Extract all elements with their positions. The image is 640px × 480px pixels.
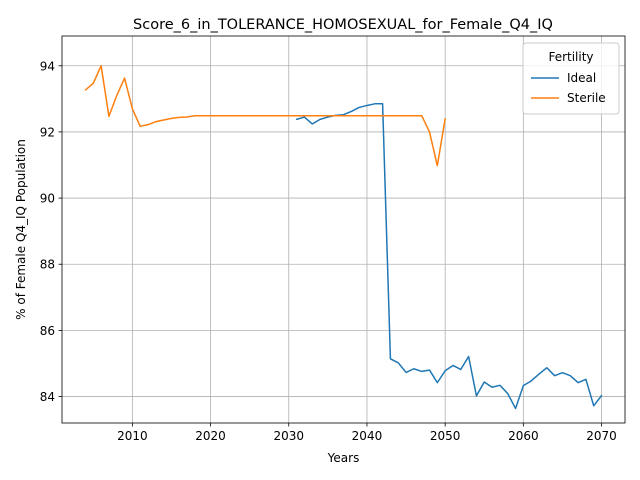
legend-title: Fertility	[548, 50, 593, 64]
series-line-sterile	[84, 65, 446, 167]
series-line-ideal	[295, 103, 603, 410]
x-tick-label: 2010	[117, 429, 148, 443]
y-tick-label: 84	[40, 390, 55, 404]
x-tick-label: 2040	[352, 429, 383, 443]
legend-label-ideal: Ideal	[567, 71, 596, 85]
y-tick-label: 86	[40, 324, 55, 338]
y-tick-label: 94	[40, 59, 55, 73]
y-tick-label: 88	[40, 258, 55, 272]
x-axis-label: Years	[327, 451, 360, 465]
x-tick-label: 2070	[586, 429, 617, 443]
y-axis-label: % of Female Q4_IQ Population	[14, 139, 28, 320]
legend-box	[522, 42, 620, 115]
ticks: 2010 2020 2030 2040 2050 2060 2070 84 86 88 90 92 94	[40, 59, 617, 443]
x-tick-label: 2020	[195, 429, 226, 443]
y-tick-label: 92	[40, 125, 55, 139]
plot-frame	[61, 35, 626, 424]
series-lines	[84, 65, 603, 410]
x-tick-label: 2060	[508, 429, 539, 443]
legend-label-sterile: Sterile	[567, 91, 606, 105]
chart-title: Score_6_in_TOLERANCE_HOMOSEXUAL_for_Fema…	[133, 17, 553, 33]
x-tick-label: 2030	[273, 429, 304, 443]
grid	[62, 36, 625, 423]
x-tick-label: 2050	[430, 429, 461, 443]
legend: Fertility Ideal Sterile	[522, 42, 620, 115]
y-tick-label: 90	[40, 192, 55, 206]
